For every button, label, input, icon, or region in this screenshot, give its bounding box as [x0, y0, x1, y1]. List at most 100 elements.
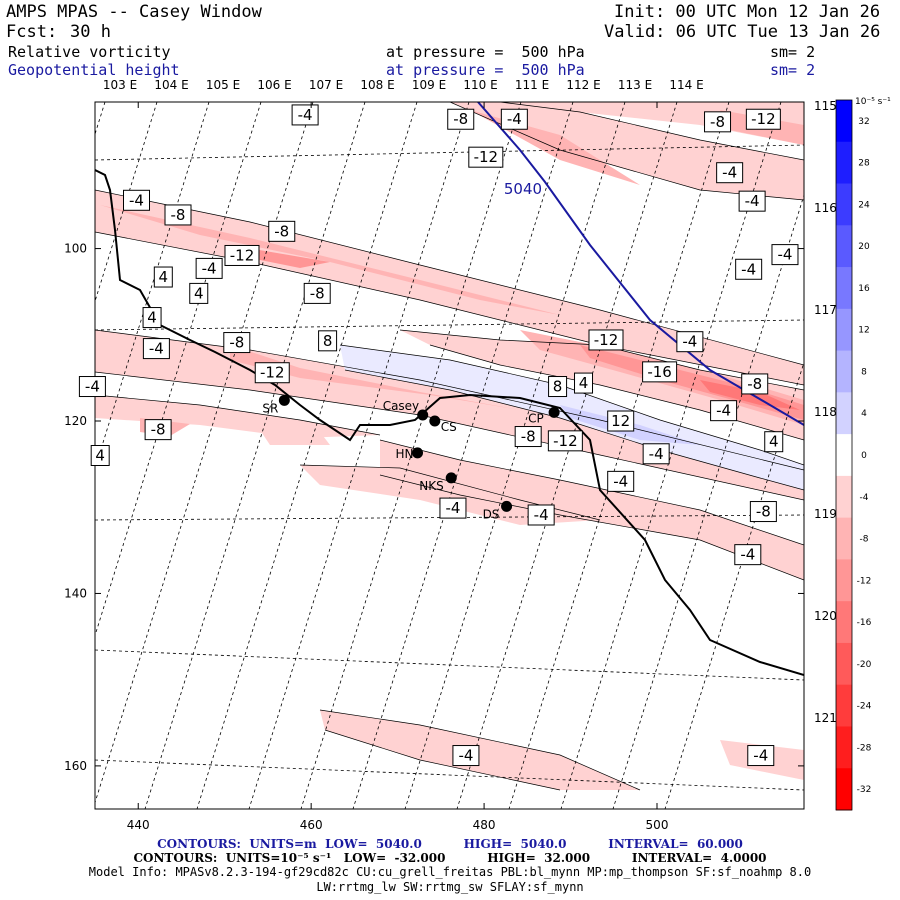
- contour-label-box: [468, 146, 504, 168]
- colorbar-swatch: [836, 768, 852, 811]
- contour-label-box: [738, 190, 766, 212]
- x-tick-label: 500: [646, 818, 669, 832]
- contour-label: 8: [553, 378, 563, 396]
- init-time: Init: 00 UTC Mon 12 Jan 26: [614, 2, 881, 22]
- station-label: Casey: [383, 399, 419, 413]
- contour-label-box: [704, 111, 732, 133]
- contour-label: -4: [753, 747, 768, 765]
- contour-label-box: [303, 282, 331, 304]
- contour-label-box: [771, 244, 799, 266]
- colorbar-swatch: [836, 642, 852, 686]
- contour-label-box: [764, 431, 784, 453]
- longitude-label: 111 E: [515, 78, 549, 92]
- contour-label-box: [588, 329, 624, 351]
- contour-label: -4: [741, 260, 756, 278]
- y-tick-label: 160: [64, 759, 87, 773]
- contour-label: 4: [147, 309, 157, 327]
- field1-pressure: at pressure = 500 hPa: [386, 43, 585, 61]
- contour-label-box: [749, 501, 777, 523]
- contour-label: -16: [647, 363, 672, 381]
- contour-label-box: [747, 745, 775, 767]
- contour-label: -4: [149, 340, 164, 358]
- colorbar-swatch: [836, 308, 852, 352]
- contour-label: -4: [722, 164, 737, 182]
- geopotential-label: 5040: [504, 180, 542, 198]
- contour-label: -4: [534, 506, 549, 524]
- meridian-line: [95, 102, 106, 136]
- colorbar-tick-label: 8: [861, 367, 867, 377]
- contour-label: -4: [777, 246, 792, 264]
- longitude-label: 114 E: [669, 78, 703, 92]
- station-marker: [548, 406, 560, 418]
- contour-label: -12: [230, 246, 255, 264]
- contour-label: 4: [159, 268, 169, 286]
- colorbar-tick-label: -8: [860, 535, 869, 545]
- station-marker: [278, 394, 290, 406]
- contour-label-box: [318, 330, 338, 352]
- longitude-label: 107 E: [309, 78, 343, 92]
- colorbar-tick-label: -12: [857, 576, 872, 586]
- geopotential-contour-5040: [477, 102, 804, 426]
- contour-label-box: [574, 372, 594, 394]
- colorbar-swatch: [836, 141, 852, 185]
- footer-model-physics: LW:rrtmg_lw SW:rrtmg_sw SFLAY:sf_mynn: [316, 880, 584, 894]
- contour-label-box: [642, 361, 678, 383]
- station-marker: [429, 415, 441, 427]
- valid-time: Valid: 06 UTC Tue 13 Jan 26: [604, 22, 881, 42]
- station-label: CS: [441, 420, 457, 434]
- y-tick-label: 120: [64, 414, 87, 428]
- colorbar-swatch: [836, 517, 852, 560]
- contour-label: 4: [95, 447, 105, 465]
- colorbar-swatch: [836, 726, 852, 769]
- contour-label: -8: [171, 206, 186, 224]
- contour-label-box: [514, 426, 542, 448]
- field2-smoothing: sm= 2: [770, 61, 816, 79]
- contour-label-box: [439, 497, 467, 519]
- contour-label-box: [142, 338, 170, 360]
- colorbar-tick-label: 20: [858, 242, 870, 252]
- longitude-labels: 103 E 104 E 105 E 106 E 107 E 108 E 109 E 110 E…: [103, 78, 848, 725]
- contour-label: -4: [445, 499, 460, 517]
- contour-label-box: [716, 162, 744, 184]
- contour-label-box: [164, 204, 192, 226]
- contour-label-box: [195, 257, 223, 279]
- colorbar-swatch: [836, 392, 852, 435]
- contour-label: -12: [260, 364, 285, 382]
- station-label: DS: [483, 507, 500, 521]
- station-label: NKS: [419, 479, 443, 493]
- contour-label-box: [224, 244, 260, 266]
- x-tick-label: 440: [127, 818, 150, 832]
- y-tick-label: 140: [64, 586, 87, 600]
- colorbar-swatch: [836, 100, 852, 143]
- contour-label-box: [745, 108, 781, 130]
- colorbar-swatch: [836, 225, 852, 268]
- contour-label-box: [254, 362, 290, 384]
- colorbar-tick-label: -4: [860, 493, 869, 503]
- contour-label-box: [452, 745, 480, 767]
- contour-label: -4: [129, 191, 144, 209]
- contour-label: -4: [613, 472, 628, 490]
- contour-label: -4: [507, 110, 522, 128]
- station-label: CP: [528, 411, 544, 425]
- longitude-label: 110 E: [463, 78, 497, 92]
- colorbar-swatch: [836, 183, 852, 226]
- longitude-label: 112 E: [566, 78, 600, 92]
- contour-label: -8: [747, 375, 762, 393]
- contour-label-box: [607, 470, 635, 492]
- x-axis: 440 460 480 500: [127, 102, 669, 832]
- contour-label: -4: [85, 378, 100, 396]
- contour-label: -8: [756, 503, 771, 521]
- colorbar-swatch: [836, 434, 852, 477]
- contour-label-box: [734, 544, 762, 566]
- field2-name: Geopotential height: [8, 61, 180, 79]
- contour-label: -12: [751, 110, 776, 128]
- colorbar-tick-label: -28: [857, 743, 872, 753]
- station-marker: [412, 447, 424, 459]
- forecast-label: Fcst:: [6, 22, 58, 42]
- contour-label-box: [527, 504, 555, 526]
- contour-label-box: [741, 373, 769, 395]
- contour-label-box: [676, 331, 704, 353]
- field2-pressure: at pressure = 500 hPa: [386, 61, 585, 79]
- contour-label-box: [142, 307, 162, 329]
